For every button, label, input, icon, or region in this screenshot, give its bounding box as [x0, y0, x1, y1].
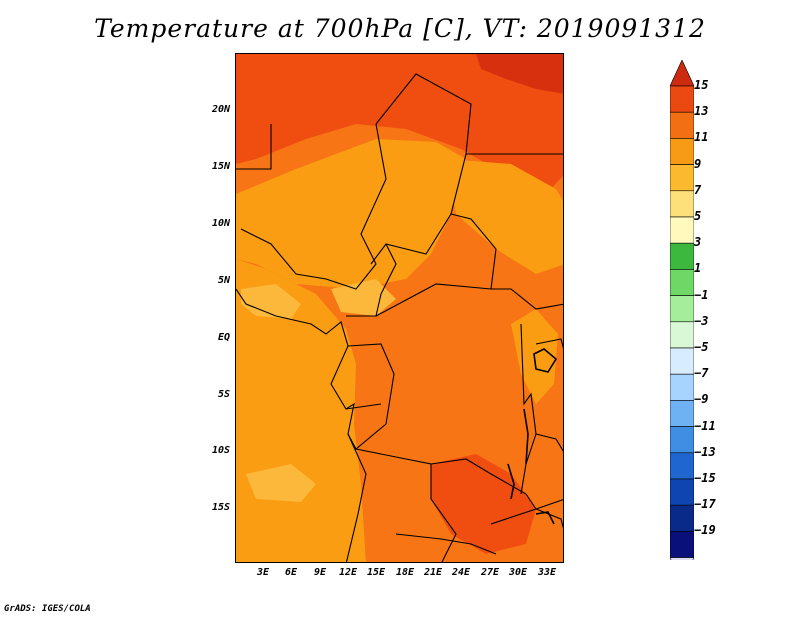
- field-13-15-south: [431, 454, 536, 554]
- colorbar-swatch: [670, 269, 694, 296]
- colorbar-label: 9: [694, 156, 702, 171]
- lon-label-27e: 27E: [480, 567, 500, 578]
- grads-credit: GrADS: IGES/COLA: [4, 604, 91, 614]
- field-11-13-basin: [376, 284, 536, 459]
- colorbar-label: 11: [694, 130, 709, 145]
- lat-label-5s: 5S: [217, 389, 230, 400]
- lon-label-15e: 15E: [366, 567, 386, 578]
- colorbar-label: −17: [694, 497, 716, 512]
- colorbar: [670, 60, 694, 560]
- colorbar-swatch: [670, 321, 694, 349]
- colorbar-swatch: [670, 531, 694, 558]
- lon-label-21e: 21E: [423, 567, 443, 578]
- lon-label-24e: 24E: [451, 567, 471, 578]
- colorbar-swatch: [670, 216, 694, 244]
- lon-label-18e: 18E: [395, 567, 415, 578]
- map-title: Temperature at 700hPa [C], VT: 201909131…: [94, 14, 706, 43]
- colorbar-overflow-top: [670, 60, 694, 87]
- colorbar-swatch: [670, 111, 694, 139]
- field-9-11-east: [446, 159, 563, 274]
- lat-label-10s: 10S: [211, 445, 230, 456]
- colorbar-label: −11: [694, 418, 716, 433]
- colorbar-label: 13: [694, 104, 709, 119]
- colorbar-label: −3: [694, 313, 709, 328]
- lon-label-6e: 6E: [284, 567, 298, 578]
- colorbar-label: −5: [694, 340, 709, 354]
- colorbar-swatch: [670, 164, 694, 192]
- lon-label-30e: 30E: [508, 567, 528, 578]
- country-borders: [236, 73, 563, 562]
- lat-label-10n: 10N: [211, 218, 230, 229]
- field-9-11-north: [236, 139, 466, 289]
- colorbar-swatch: [670, 400, 694, 427]
- field-15-plus-northeast: [476, 54, 563, 94]
- colorbar-label: −19: [694, 523, 716, 538]
- temperature-map: [235, 53, 564, 563]
- colorbar-swatch: [670, 85, 694, 113]
- colorbar-label: −7: [694, 366, 709, 381]
- field-7-9-gulf: [241, 284, 301, 319]
- colorbar-swatch: [670, 347, 694, 375]
- colorbar-label: 7: [694, 182, 702, 197]
- colorbar-swatch: [670, 426, 694, 454]
- lon-label-3e: 3E: [256, 567, 270, 578]
- colorbar-swatch: [670, 295, 694, 323]
- colorbar-label: −9: [694, 392, 709, 407]
- lat-label-eq: EQ: [217, 332, 230, 343]
- colorbar-label: 1: [694, 261, 702, 276]
- map-canvas: [236, 54, 563, 562]
- lat-label-15s: 15S: [211, 502, 230, 513]
- colorbar-overflow-bottom: [670, 557, 694, 560]
- colorbar-label: 15: [694, 78, 709, 92]
- colorbar-swatch: [670, 478, 694, 506]
- colorbar-label: −1: [694, 287, 709, 302]
- lakes: [507, 348, 558, 525]
- colorbar-swatch: [670, 373, 694, 401]
- lon-label-9e: 9E: [313, 567, 327, 578]
- colorbar-swatch: [670, 504, 694, 532]
- lon-label-33e: 33E: [537, 567, 557, 578]
- lat-label-5n: 5N: [217, 275, 230, 286]
- field-7-9-south-ocean: [246, 464, 316, 502]
- field-13-15-north: [236, 54, 563, 204]
- colorbar-swatch: [670, 138, 694, 165]
- field-7-9-plateau: [331, 279, 396, 316]
- colorbar-swatch: [670, 190, 694, 218]
- colorbar-label: 5: [694, 209, 702, 223]
- lat-label-20n: 20N: [211, 104, 230, 115]
- colorbar-label: −13: [694, 444, 716, 459]
- colorbar-label: −15: [694, 471, 716, 485]
- colorbar-swatch: [670, 242, 694, 270]
- lat-label-15n: 15N: [211, 161, 230, 172]
- lon-label-12e: 12E: [338, 567, 358, 578]
- colorbar-swatch: [670, 452, 694, 480]
- colorbar-label: 3: [694, 235, 702, 250]
